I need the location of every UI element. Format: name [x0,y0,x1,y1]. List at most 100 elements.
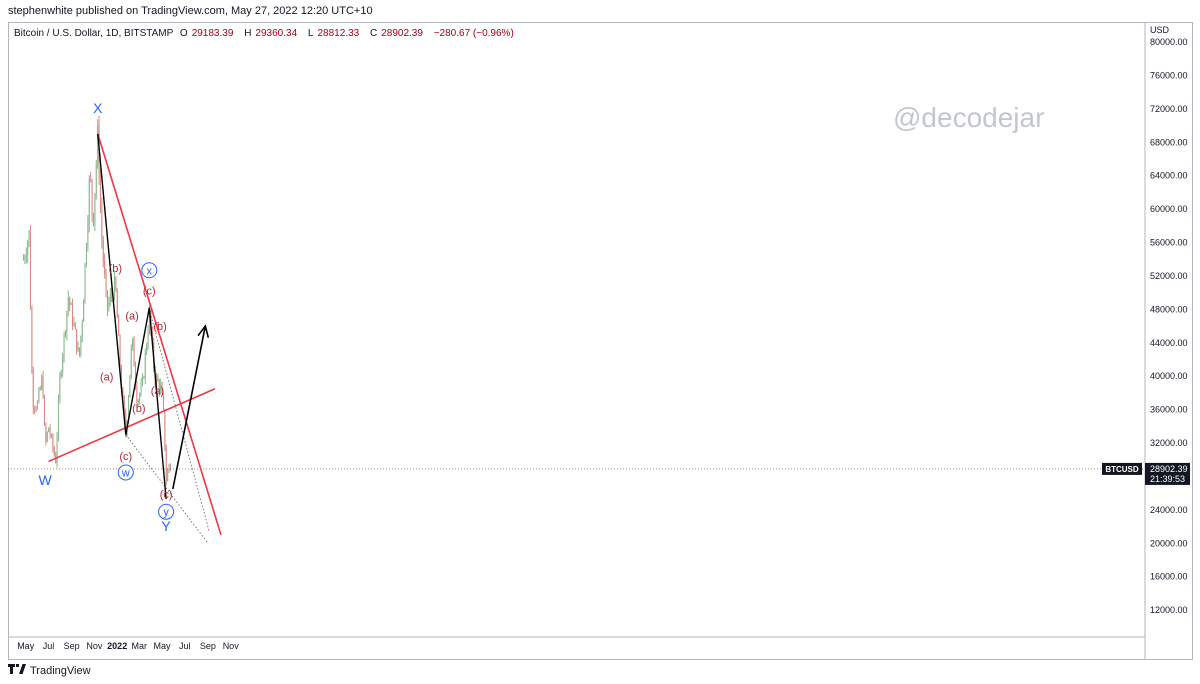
wave-label: (a) [125,310,138,322]
wave-label: W [39,472,53,488]
footer-branding[interactable]: TradingView [8,664,91,678]
wave-label-circle [117,464,134,481]
candle-up [62,355,64,372]
footer-brand-text: TradingView [30,665,91,677]
ohlc-values: O 29183.39 H 29360.34 L 28812.33 C 28902.39 … [179,28,514,39]
candle-down [158,381,160,391]
wave-label: (c) [143,285,156,297]
wave-label: (a) [100,371,113,383]
x-tick-label: 2022 [107,641,127,651]
candle-up [81,321,83,337]
y-tick-label: 48000.00 [1150,304,1188,314]
candle-up [147,332,149,346]
wave-label: (b) [132,403,145,415]
candle-up [36,402,38,409]
x-tick-label: May [153,641,171,651]
y-tick-label: 36000.00 [1150,405,1188,415]
projection-arrowhead [197,324,210,338]
change-value: −280.67 (−0.96%) [433,28,514,39]
candle-down [118,317,120,336]
high-value: 29360.34 [255,28,298,39]
candle-down [43,397,45,425]
candle-down [35,408,37,410]
candle-up [167,470,169,482]
candle-up [46,431,48,442]
wave-label-circle [141,262,158,279]
open-value: 29183.39 [191,28,234,39]
candle-down [116,290,118,318]
candle-down [115,277,117,291]
candle-down [71,304,73,325]
y-tick-label: 16000.00 [1150,572,1188,582]
wave-label: y [163,507,169,519]
candle-up [143,377,145,379]
candle-up [73,323,75,325]
candle-down [99,177,101,207]
wave-label-circle [158,503,175,520]
wave-label: Y [161,518,171,534]
candle-down [164,408,166,450]
y-tick-label: 24000.00 [1150,505,1188,515]
x-tick-label: Nov [86,641,103,651]
candle-down [134,366,136,385]
x-tick-label: Sep [200,641,216,651]
wave-label: (c) [119,451,132,463]
candle-up [64,332,66,334]
candle-up [144,352,146,378]
red-trendline [97,133,222,536]
candle-up [168,464,170,471]
candle-up [132,338,134,348]
wave-label: (c) [160,489,173,501]
candle-up [48,427,50,432]
candle-up [113,277,115,300]
x-tick-label: Jul [179,641,191,651]
symbol-title: Bitcoin / U.S. Dollar, 1D, BITSTAMP [14,28,174,39]
candle-down [169,464,171,469]
y-tick-label: 80000.00 [1150,37,1188,47]
candle-down [101,206,103,241]
wave-label: (b) [109,263,122,275]
candle-down [120,369,122,391]
candle-up [85,247,87,264]
candle-up [80,336,82,355]
y-tick-label: 40000.00 [1150,371,1188,381]
last-price-box [1145,462,1190,485]
y-tick-label: 64000.00 [1150,171,1188,181]
candle-up [67,297,69,312]
candle-down [133,338,135,367]
dotted-trendline [125,434,209,544]
candle-up [63,333,65,356]
candle-up [129,375,131,398]
candle-down [34,408,36,410]
y-tick-label: 12000.00 [1150,605,1188,615]
candle-down [136,384,138,403]
countdown-timer: 21:39:53 [1150,474,1185,484]
candle-down [102,240,104,262]
candle-up [88,178,90,223]
candle-down [22,259,24,261]
candle-up [94,193,96,225]
candle-down [31,308,33,373]
candle-up [97,125,99,164]
price-axis: USD 80000.00 76000.00 72000.00 68000.00 64000… [1144,22,1188,660]
time-axis: May Jul Sep Nov 2022 Mar May Jul Sep Nov [8,636,1145,651]
x-tick-label: Mar [131,641,147,651]
close-value: 28902.39 [381,28,423,39]
low-value: 28812.33 [317,28,360,39]
y-tick-label: 68000.00 [1150,137,1188,147]
candle-down [119,335,121,370]
candle-down [105,274,107,291]
candle-down [165,449,167,482]
candle-down [104,261,106,275]
symbol-tag-box [1102,462,1142,475]
y-tick-label: 72000.00 [1150,104,1188,114]
currency-label: USD [1150,25,1170,35]
candle-up [24,258,26,260]
red-trendline [48,387,216,463]
candle-up [59,376,61,401]
candle-down [53,448,55,456]
candle-down [161,384,163,396]
candle-up [77,347,79,351]
candle-down [50,435,52,437]
